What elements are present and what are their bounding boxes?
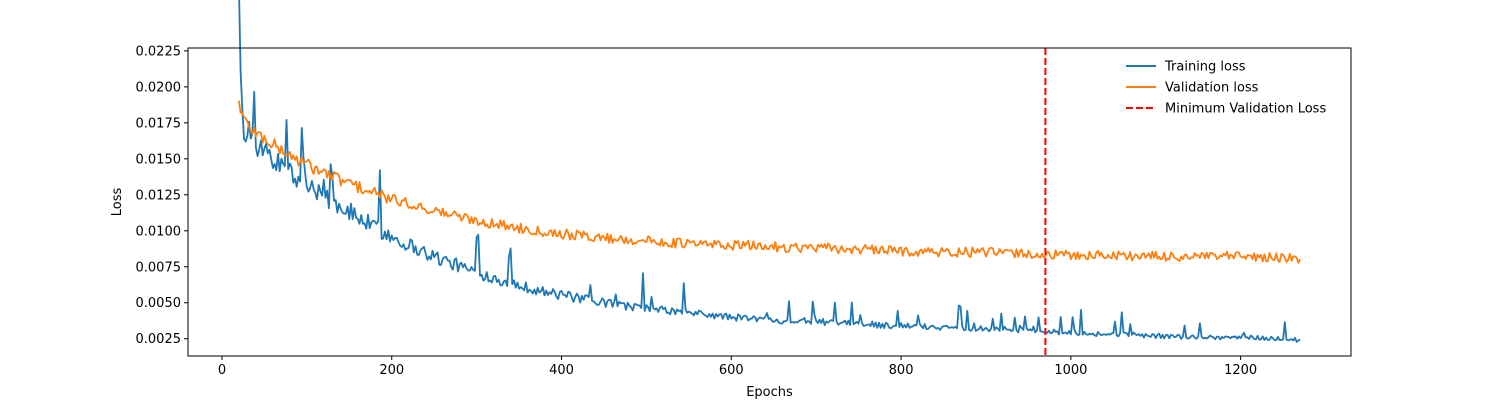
series-lines: [238, 0, 1301, 356]
x-tick-label: 800: [889, 363, 914, 378]
x-axis-ticks: 0 200 400 600 800 1000 1200: [218, 356, 1257, 378]
legend-label: Training loss: [1164, 60, 1246, 75]
legend: Training loss Validation loss Minimum Vali…: [1126, 60, 1326, 117]
y-tick-label: 0.0100: [136, 224, 182, 239]
y-axis-ticks: 0.0025 0.0050 0.0075 0.0100 0.0125 0.0150 0.01…: [136, 44, 188, 347]
x-tick-label: 200: [379, 363, 404, 378]
y-tick-label: 0.0125: [136, 188, 182, 203]
y-tick-label: 0.0175: [136, 116, 182, 131]
y-tick-label: 0.0225: [136, 44, 182, 59]
x-axis-title: Epochs: [746, 385, 793, 400]
y-tick-label: 0.0150: [136, 152, 182, 167]
y-tick-label: 0.0050: [136, 296, 182, 311]
plot-area-background: [188, 48, 1351, 356]
validation-loss-line: [238, 100, 1301, 264]
training-loss-line: [238, 0, 1301, 343]
plot-frame: [187, 47, 1352, 357]
x-tick-label: 0: [218, 363, 226, 378]
x-tick-label: 1200: [1224, 363, 1257, 378]
y-tick-label: 0.0200: [136, 80, 182, 95]
y-tick-label: 0.0025: [136, 332, 182, 347]
y-tick-label: 0.0075: [136, 260, 182, 275]
x-tick-label: 1000: [1054, 363, 1087, 378]
y-axis-title: Loss: [110, 188, 125, 217]
legend-label: Validation loss: [1165, 81, 1259, 96]
legend-label: Minimum Validation Loss: [1165, 102, 1326, 117]
x-tick-label: 400: [549, 363, 574, 378]
x-tick-label: 600: [719, 363, 744, 378]
